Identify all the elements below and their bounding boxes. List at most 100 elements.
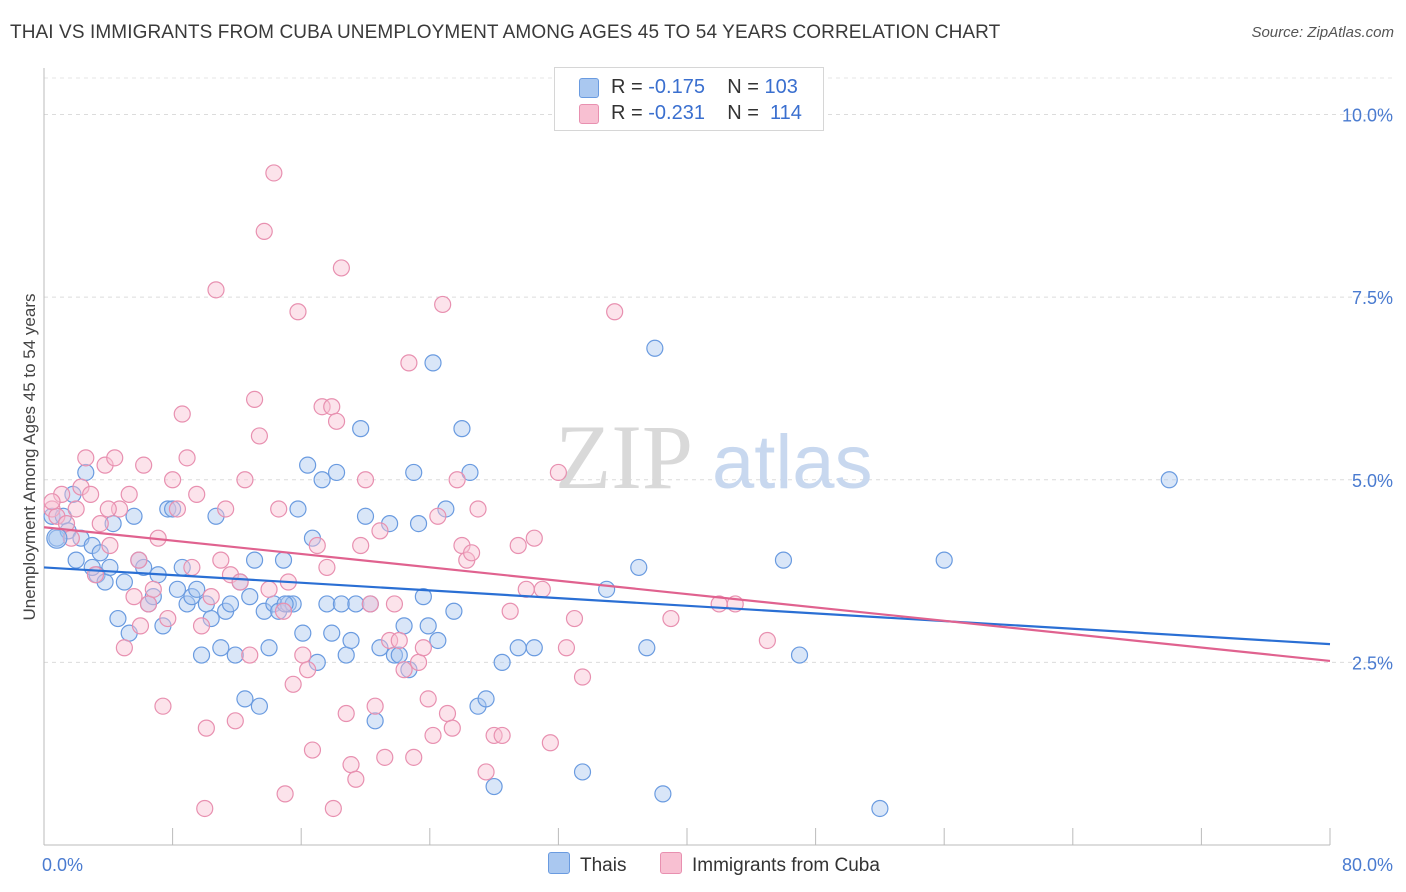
data-point (533, 580, 551, 598)
trend-lines (43, 526, 1331, 663)
data-point (477, 690, 495, 708)
data-point (395, 661, 413, 679)
data-point (347, 595, 365, 613)
data-point (168, 500, 187, 518)
data-point (419, 690, 437, 708)
data-point (434, 295, 452, 314)
data-point (400, 354, 418, 372)
data-point (109, 609, 127, 628)
data-point (376, 748, 394, 766)
data-point (318, 595, 336, 613)
data-point (250, 697, 269, 715)
data-point (241, 588, 259, 606)
data-point (424, 354, 442, 372)
data-point (125, 588, 143, 606)
watermark-zip: ZIP (555, 406, 693, 508)
data-point (294, 624, 312, 642)
data-point (276, 785, 294, 803)
bottom-legend-thais: Thais (548, 852, 626, 877)
legend-swatch-thais (579, 78, 599, 98)
data-point (154, 697, 172, 715)
data-point (207, 281, 225, 299)
data-point (414, 588, 432, 606)
data-point (606, 303, 624, 321)
data-point (390, 631, 408, 650)
data-point (565, 609, 584, 628)
data-point (871, 799, 889, 818)
data-point (662, 609, 680, 628)
data-point (183, 558, 201, 577)
data-point (274, 602, 293, 620)
data-point (270, 500, 288, 518)
data-point (443, 719, 461, 737)
data-point (638, 639, 656, 657)
watermark-atlas: atlas (712, 420, 873, 505)
legend-n-value: 114 (770, 102, 802, 124)
data-point (308, 536, 326, 555)
data-point (188, 485, 206, 503)
data-point (192, 617, 211, 635)
data-point (758, 631, 776, 650)
data-point (164, 471, 182, 489)
data-point (139, 595, 158, 613)
grid-lines (44, 77, 1395, 663)
data-point (493, 653, 511, 671)
data-point (125, 507, 143, 525)
data-point (405, 463, 423, 482)
data-point (462, 544, 481, 562)
data-point (120, 485, 138, 503)
data-point (289, 500, 307, 518)
axis-labels: 2.5% 5.0% 7.5% 10.0% 0.0% 80.0% Unemployment A… (20, 106, 1393, 875)
data-point (654, 785, 672, 803)
data-point (168, 580, 187, 598)
data-point (43, 493, 61, 511)
data-point (385, 595, 404, 613)
data-point (245, 551, 264, 569)
data-point (573, 668, 592, 686)
legend-n-value: 103 (764, 76, 798, 98)
legend-r-value: -0.231 (648, 102, 705, 124)
data-point (303, 741, 322, 759)
data-point (438, 704, 457, 723)
data-point (409, 514, 428, 533)
legend-r-label: R = (611, 76, 643, 98)
data-point (485, 777, 503, 796)
data-point (445, 602, 463, 620)
bottom-legend-cuba: Immigrants from Cuba (660, 852, 880, 877)
data-point (352, 420, 370, 438)
data-point (173, 405, 191, 423)
data-point (274, 551, 293, 569)
data-point (549, 463, 568, 482)
data-point (323, 398, 341, 416)
data-point (212, 639, 230, 657)
data-point (414, 639, 432, 657)
data-point (409, 653, 428, 671)
data-point (381, 631, 399, 650)
trend-line-thais (43, 566, 1331, 646)
data-point (573, 763, 592, 781)
data-point (1160, 471, 1178, 489)
data-point (774, 551, 793, 569)
series-cuba (43, 164, 776, 818)
data-point (196, 799, 214, 818)
data-point (82, 485, 100, 503)
data-point (299, 456, 317, 474)
legend-swatch-cuba (579, 104, 599, 124)
data-point (477, 763, 495, 781)
y-tick-label: 2.5% (1352, 653, 1393, 673)
data-point (337, 646, 355, 664)
data-point (260, 639, 278, 657)
data-point (342, 756, 360, 774)
data-point (164, 500, 182, 518)
x-tick-label: 0.0% (42, 855, 83, 875)
data-point (361, 595, 379, 613)
trend-line-cuba (43, 526, 1331, 663)
data-point (241, 646, 259, 664)
data-point (131, 617, 150, 635)
data-point (630, 558, 648, 577)
data-point (493, 726, 511, 745)
data-point (265, 164, 283, 182)
data-point (313, 398, 331, 416)
data-point (212, 551, 230, 569)
data-point (332, 595, 350, 613)
